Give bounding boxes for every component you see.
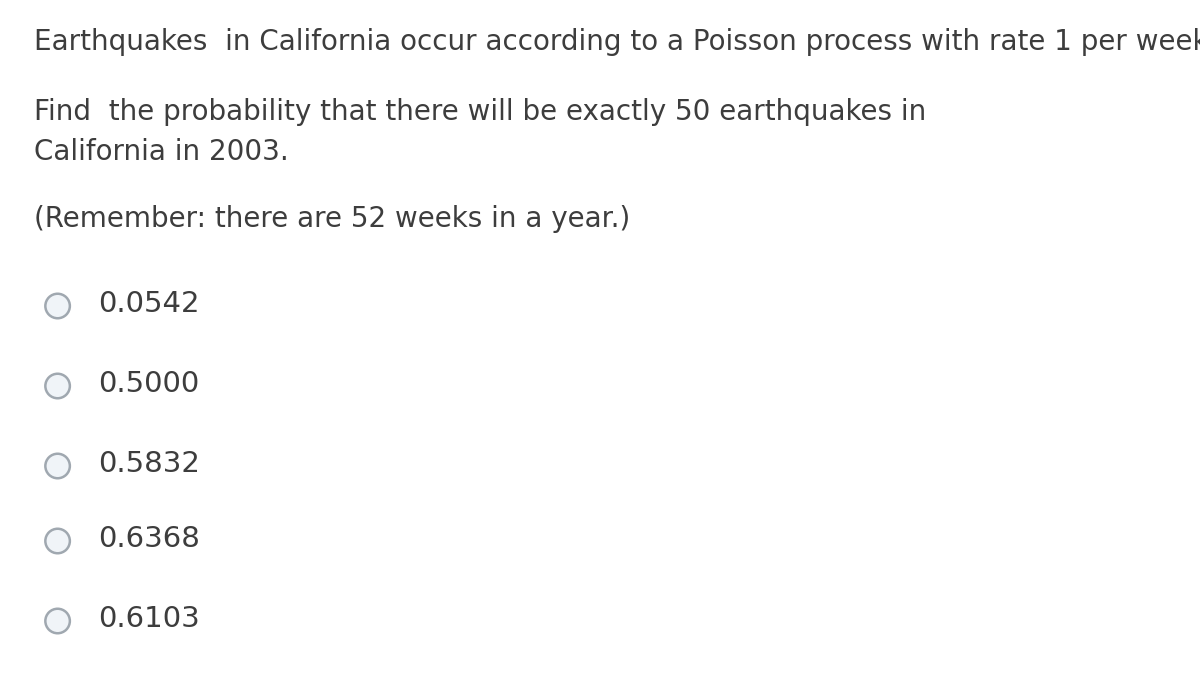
Text: 0.5832: 0.5832 <box>98 450 200 478</box>
Circle shape <box>46 609 70 633</box>
Circle shape <box>46 528 70 553</box>
Text: Earthquakes  in California occur according to a Poisson process with rate 1 per : Earthquakes in California occur accordin… <box>34 28 1200 56</box>
Text: 0.6368: 0.6368 <box>98 525 200 553</box>
Circle shape <box>46 374 70 398</box>
Text: Find  the probability that there will be exactly 50 earthquakes in: Find the probability that there will be … <box>34 98 926 126</box>
Text: 0.6103: 0.6103 <box>98 605 200 633</box>
Circle shape <box>46 294 70 318</box>
Text: California in 2003.: California in 2003. <box>34 138 288 166</box>
Text: 0.5000: 0.5000 <box>98 370 199 398</box>
Text: 0.0542: 0.0542 <box>98 290 200 318</box>
Circle shape <box>46 454 70 478</box>
Text: (Remember: there are 52 weeks in a year.): (Remember: there are 52 weeks in a year.… <box>34 205 630 233</box>
